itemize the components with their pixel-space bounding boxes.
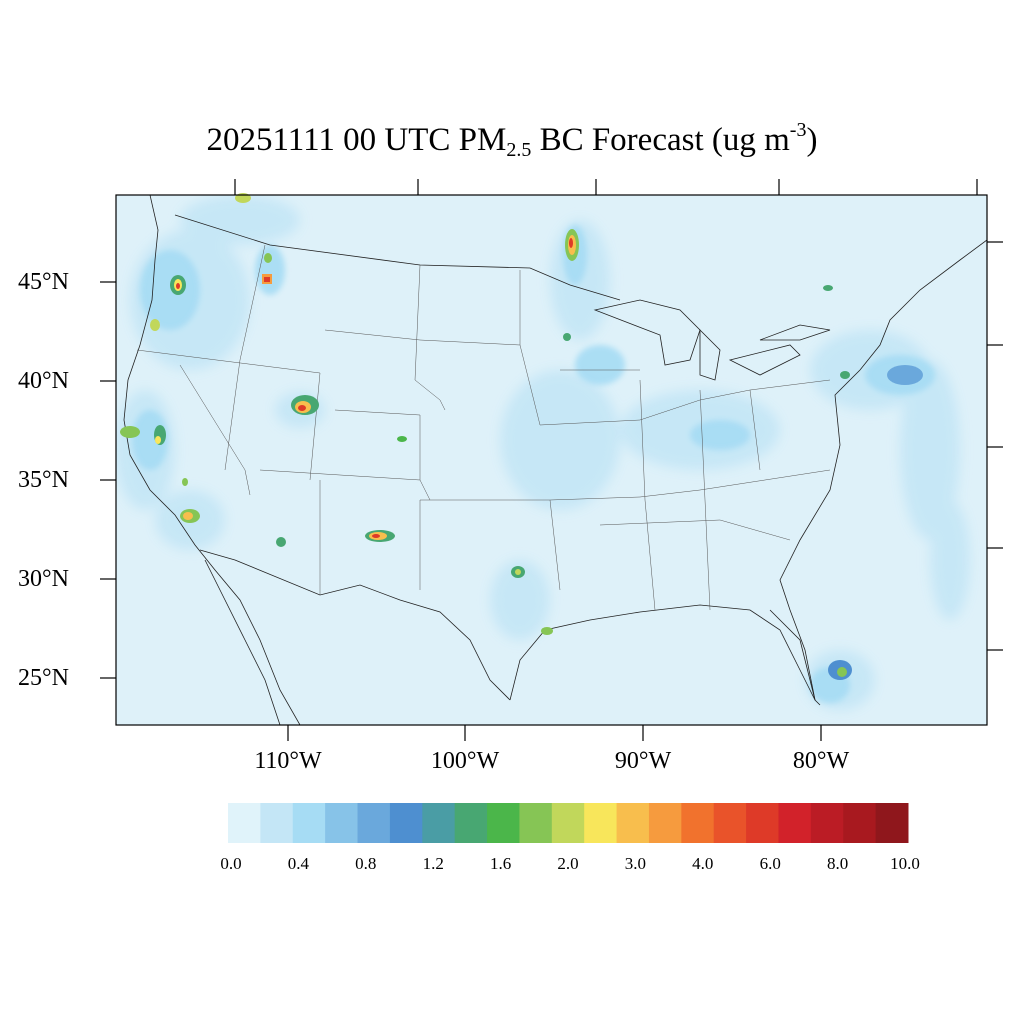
colorbar-label: 0.0 — [220, 854, 242, 873]
lon-label-100: 100°W — [430, 748, 500, 774]
lon-label-80: 80°W — [792, 748, 850, 774]
colorbar-swatch — [325, 803, 359, 843]
boundary-lines — [123, 195, 987, 725]
colorbar-swatch — [843, 803, 877, 843]
axis-ticks — [100, 179, 1003, 741]
hotspot-minnesota — [563, 229, 579, 341]
colorbar-swatch — [551, 803, 585, 843]
lon-label-90: 90°W — [614, 748, 672, 774]
colorbar-swatch — [681, 803, 715, 843]
colorbar-swatch — [292, 803, 326, 843]
hotspot-pacific-northwest — [150, 275, 186, 331]
colorbar-label: 8.0 — [826, 854, 849, 873]
hotspot-northern-california — [120, 425, 166, 445]
hotspot-south-florida — [828, 660, 852, 680]
colorbar-swatch — [648, 803, 682, 843]
colorbar-swatch — [228, 803, 261, 843]
colorbar-swatch — [422, 803, 456, 843]
map-title: 20251111 00 UTC PM2.5 BC Forecast (ug m-… — [0, 120, 1024, 160]
title-superscript: -3 — [789, 119, 807, 141]
lat-label-25: 25°N — [18, 665, 69, 691]
colorbar-label: 3.0 — [624, 854, 647, 873]
lon-label-110: 110°W — [254, 748, 322, 774]
colorbar-label: 1.6 — [489, 854, 512, 873]
hotspot-new-york — [823, 285, 923, 385]
state-lines — [136, 244, 831, 611]
colorbar-label: 1.2 — [422, 854, 444, 873]
title-prefix: 20251111 00 UTC PM — [206, 122, 507, 158]
hotspot-idaho — [262, 253, 272, 284]
colorbar-label: 6.0 — [759, 854, 781, 873]
hotspot-utah — [291, 395, 319, 415]
title-middle: BC Forecast (ug m — [531, 122, 790, 158]
colorbar-swatch — [778, 803, 812, 843]
colorbar-swatch — [713, 803, 747, 843]
title-suffix: ) — [806, 122, 818, 158]
hotspot-arizona — [276, 436, 407, 547]
hotspot-houston — [511, 566, 553, 635]
colorbar-swatch — [454, 803, 488, 843]
colorbar-label: 0.4 — [287, 854, 310, 873]
map-frame — [115, 194, 988, 726]
colorbar-swatch — [810, 803, 844, 843]
lat-label-40: 40°N — [18, 368, 69, 394]
colorbar-label: 4.0 — [692, 854, 714, 873]
hotspot-southern-california — [180, 478, 200, 523]
colorbar-swatch — [519, 803, 553, 843]
hotspot-new-mexico — [365, 530, 395, 542]
hotspot-markers — [120, 193, 923, 680]
colorbar-label: 0.8 — [355, 854, 377, 873]
colorbar-swatch — [487, 803, 520, 843]
lat-label-30: 30°N — [18, 566, 69, 592]
concentration-field — [116, 195, 970, 710]
colorbar-swatch — [616, 803, 650, 843]
colorbar-swatch — [584, 803, 618, 843]
colorbar-swatch — [389, 803, 423, 843]
colorbar-swatch — [260, 803, 294, 843]
colorbar-label: 10.0 — [890, 854, 920, 873]
lat-label-45: 45°N — [18, 269, 69, 295]
colorbar-swatch — [746, 803, 779, 843]
colorbar-swatch — [875, 803, 909, 843]
title-subscript: 2.5 — [506, 139, 532, 161]
colorbar — [228, 803, 909, 843]
colorbar-swatch — [357, 803, 391, 843]
lat-label-35: 35°N — [18, 467, 69, 493]
colorbar-label: 2.0 — [557, 854, 579, 873]
